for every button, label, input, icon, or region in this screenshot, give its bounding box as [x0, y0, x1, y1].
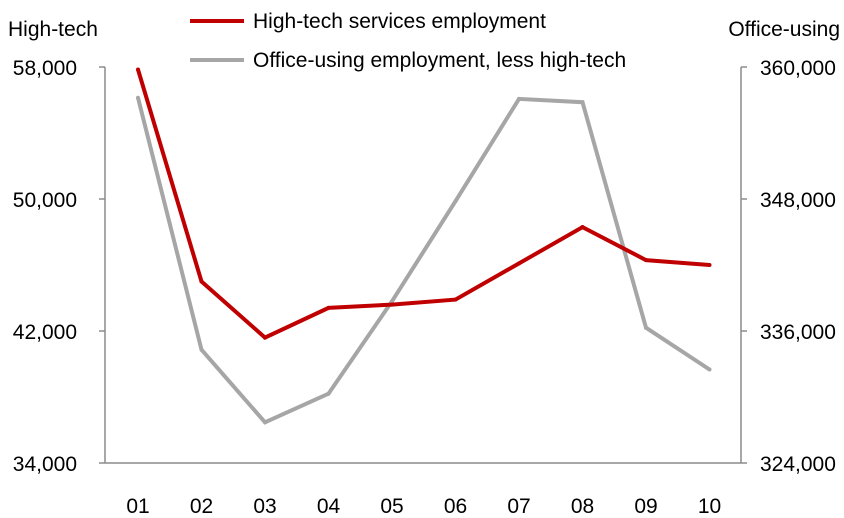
data-point-office-using	[644, 325, 648, 330]
data-point-high-tech	[517, 261, 521, 266]
right-axis-tick-label: 324,000	[760, 453, 836, 476]
x-axis-tick-label: 07	[507, 495, 530, 518]
left-axis-tick-label: 58,000	[13, 57, 77, 80]
x-axis-tick-label: 06	[444, 495, 467, 518]
x-axis-tick-label: 05	[380, 495, 403, 518]
left-axis-label: High-tech	[8, 18, 98, 41]
left-axis-tick-label: 42,000	[13, 321, 77, 344]
data-point-office-using	[263, 420, 267, 425]
data-point-high-tech	[263, 335, 267, 340]
data-point-high-tech	[390, 302, 394, 307]
left-axis-tick-label: 50,000	[13, 189, 77, 212]
x-axis-tick-label: 09	[634, 495, 657, 518]
left-axis-tick-label: 34,000	[13, 453, 77, 476]
legend-label-high-tech: High-tech services employment	[253, 10, 546, 33]
data-point-high-tech	[580, 225, 585, 230]
x-axis-tick-label: 02	[190, 495, 213, 518]
data-point-office-using	[326, 391, 331, 396]
data-point-office-using	[136, 95, 140, 100]
x-axis-tick-label: 08	[571, 495, 594, 518]
x-axis-tick-label: 03	[253, 495, 276, 518]
data-point-high-tech	[453, 297, 458, 302]
data-point-office-using	[707, 367, 712, 372]
data-point-high-tech	[199, 279, 204, 284]
x-axis-ticks: 01 02 03 04 05 06 07 08 09 10	[126, 495, 721, 518]
data-point-office-using	[390, 299, 394, 304]
left-axis-ticks: 58,000 50,000 42,000 34,000	[13, 57, 105, 476]
legend-label-office-using: Office-using employment, less high-tech	[253, 49, 626, 72]
data-point-high-tech	[644, 258, 648, 263]
series-line-office-using	[136, 96, 711, 425]
data-point-high-tech	[707, 263, 712, 267]
series-line-high-tech	[136, 68, 710, 340]
x-axis-tick-label: 01	[126, 495, 149, 518]
data-point-high-tech	[136, 67, 140, 72]
right-axis-label: Office-using	[728, 18, 840, 41]
x-axis-tick-label: 10	[698, 495, 721, 518]
chart-legend: High-tech services employment Office-usi…	[190, 10, 626, 72]
data-point-office-using	[453, 199, 458, 204]
data-point-high-tech	[326, 305, 331, 310]
data-point-office-using	[580, 100, 585, 105]
right-axis-tick-label: 360,000	[760, 57, 836, 80]
data-point-office-using	[517, 96, 521, 101]
right-axis-tick-label: 336,000	[760, 321, 836, 344]
x-axis-tick-label: 04	[317, 495, 341, 518]
right-axis-tick-label: 348,000	[760, 189, 836, 212]
data-point-office-using	[199, 347, 204, 352]
right-axis-ticks: 360,000 348,000 336,000 324,000	[741, 57, 836, 476]
series-layer	[136, 67, 712, 425]
